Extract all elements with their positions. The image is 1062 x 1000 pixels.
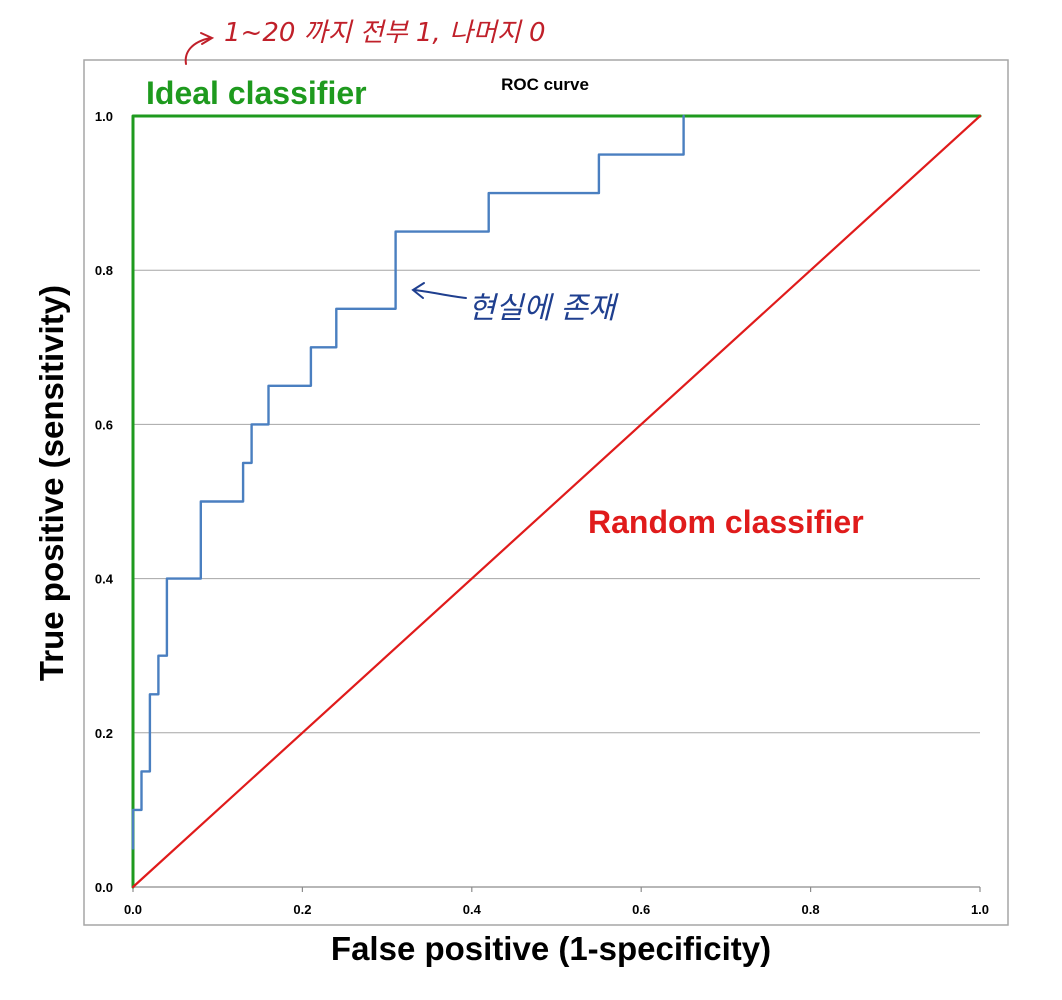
annotation-top-arrow [184, 32, 215, 65]
y-tick-label: 0.6 [95, 417, 113, 432]
x-tick-label: 0.4 [463, 902, 482, 917]
annotation-middle-arrow [411, 282, 467, 299]
annotation-top-text: 1~20 까지 전부 1, 나머지 0 [224, 18, 546, 48]
random-classifier-line [131, 114, 982, 889]
x-tick-label: 1.0 [971, 902, 989, 917]
ideal-classifier-label: Ideal classifier [146, 75, 367, 111]
y-tick-label: 1.0 [95, 109, 113, 124]
roc-curve-line [131, 114, 685, 850]
y-tick-label: 0.8 [95, 263, 113, 278]
random-classifier-label: Random classifier [588, 504, 864, 540]
y-tick-label: 0.2 [95, 726, 113, 741]
x-tick-label: 0.0 [124, 902, 142, 917]
x-tick-label: 0.8 [802, 902, 820, 917]
y-axis-title: True positive (sensitivity) [33, 285, 70, 681]
annotation-middle-text: 현실에 존재 [468, 291, 619, 326]
series-layer [131, 114, 982, 889]
y-tick-label: 0.4 [95, 572, 114, 587]
x-axis-title: False positive (1-specificity) [331, 930, 771, 967]
y-tick-label: 0.0 [95, 880, 113, 895]
chart-title: ROC curve [501, 75, 589, 94]
x-tick-label: 0.6 [632, 902, 650, 917]
x-tick-label: 0.2 [293, 902, 311, 917]
ideal-classifier-line [131, 114, 982, 889]
chart-frame [83, 59, 1009, 926]
